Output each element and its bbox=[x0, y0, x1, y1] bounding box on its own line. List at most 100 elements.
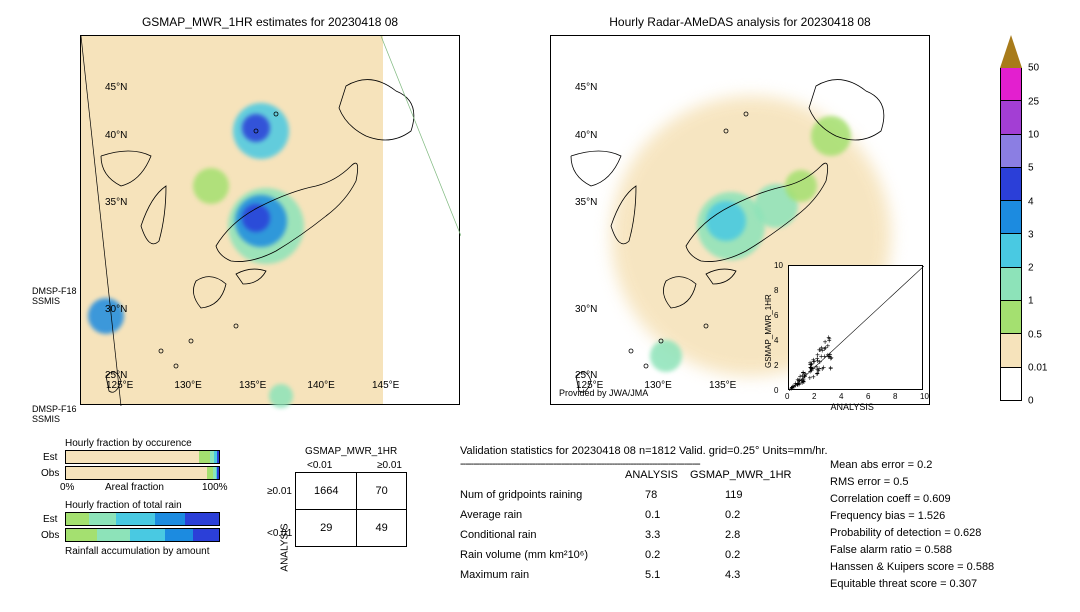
lon-tick: 130°E bbox=[174, 380, 201, 391]
fraction-segment bbox=[66, 467, 207, 479]
stat-metric: False alarm ratio = 0.588 bbox=[830, 542, 952, 560]
stat-metric: RMS error = 0.5 bbox=[830, 474, 909, 492]
stat-row-a: 0.2 bbox=[645, 547, 660, 565]
fraction-segment bbox=[155, 513, 186, 525]
lat-tick: 35°N bbox=[105, 197, 127, 208]
colorbar-segment bbox=[1000, 268, 1022, 301]
stat-row-a: 78 bbox=[645, 487, 657, 505]
lon-tick: 135°E bbox=[239, 380, 266, 391]
colorbar-segment bbox=[1000, 301, 1022, 334]
colorbar-tick: 5 bbox=[1028, 163, 1034, 174]
lon-tick: 125°E bbox=[576, 380, 603, 391]
fraction-bar bbox=[65, 512, 220, 526]
conf-row1: ≥0.01 bbox=[267, 486, 292, 497]
left-map-panel bbox=[80, 35, 460, 405]
lat-tick: 30°N bbox=[575, 304, 597, 315]
stat-row-label: Num of gridpoints raining bbox=[460, 487, 582, 505]
obs-label: Obs bbox=[41, 530, 59, 541]
svg-text:+: + bbox=[816, 367, 821, 376]
svg-text:+: + bbox=[822, 352, 827, 361]
colorbar-segment bbox=[1000, 234, 1022, 267]
fraction-bar bbox=[65, 466, 220, 480]
colorbar-segment bbox=[1000, 68, 1022, 101]
col-hdr-analysis: ANALYSIS bbox=[625, 467, 678, 485]
conf-cell: 70 bbox=[357, 473, 406, 510]
scatter-panel: ++++++++++++++++++++++++++++++++++++++++… bbox=[788, 265, 923, 390]
stat-metric: Hanssen & Kuipers score = 0.588 bbox=[830, 559, 994, 577]
scatter-ytick: 10 bbox=[774, 261, 783, 270]
fraction-segment bbox=[217, 467, 219, 479]
colorbar-tick: 2 bbox=[1028, 263, 1034, 274]
fraction-segment bbox=[165, 529, 193, 541]
provided-label: Provided by JWA/JMA bbox=[559, 388, 648, 398]
col-hdr-gsmap: GSMAP_MWR_1HR bbox=[690, 467, 791, 485]
colorbar-arrow-icon bbox=[1000, 35, 1022, 68]
colorbar: 502510543210.50.010 bbox=[1000, 35, 1022, 405]
axis-0: 0% bbox=[60, 482, 74, 493]
fraction-segment bbox=[199, 451, 210, 463]
fraction-tot-title: Hourly fraction of total rain bbox=[65, 500, 182, 511]
conf-cell: 1664 bbox=[296, 473, 357, 510]
stat-row-label: Average rain bbox=[460, 507, 522, 525]
scatter-xtick: 6 bbox=[866, 392, 870, 401]
left-map-title: GSMAP_MWR_1HR estimates for 20230418 08 bbox=[80, 15, 460, 29]
fraction-segment bbox=[66, 451, 199, 463]
scatter-xtick: 4 bbox=[839, 392, 843, 401]
conf-row2: <0.01 bbox=[267, 528, 292, 539]
fraction-segment bbox=[116, 513, 154, 525]
stat-row-a: 5.1 bbox=[645, 567, 660, 585]
scatter-ytick: 8 bbox=[774, 286, 778, 295]
fraction-segment bbox=[97, 529, 131, 541]
fraction-bar bbox=[65, 528, 220, 542]
stat-row-label: Rain volume (mm km²10⁶) bbox=[460, 547, 588, 565]
fraction-segment bbox=[66, 529, 97, 541]
conf-cell: 29 bbox=[296, 510, 357, 547]
lat-tick: 35°N bbox=[575, 197, 597, 208]
lon-tick: 125°E bbox=[106, 380, 133, 391]
est-label: Est bbox=[43, 514, 57, 525]
stat-metric: Probability of detection = 0.628 bbox=[830, 525, 981, 543]
stat-row-b: 4.3 bbox=[725, 567, 740, 585]
stat-metric: Equitable threat score = 0.307 bbox=[830, 576, 977, 594]
axis-100: 100% bbox=[202, 482, 228, 493]
conf-title: GSMAP_MWR_1HR bbox=[305, 446, 397, 457]
svg-text:+: + bbox=[827, 335, 832, 344]
scatter-ytick: 6 bbox=[774, 311, 778, 320]
colorbar-tick: 25 bbox=[1028, 96, 1039, 107]
colorbar-tick: 10 bbox=[1028, 129, 1039, 140]
scatter-ylabel: GSMAP_MWR_1HR bbox=[764, 294, 773, 368]
stat-metric: Mean abs error = 0.2 bbox=[830, 457, 932, 475]
scatter-xlabel: ANALYSIS bbox=[831, 402, 874, 412]
satellite-label: DMSP-F16SSMIS bbox=[32, 404, 77, 424]
stat-metric: Frequency bias = 1.526 bbox=[830, 508, 945, 526]
svg-text:+: + bbox=[808, 359, 813, 368]
stat-row-b: 2.8 bbox=[725, 527, 740, 545]
est-label: Est bbox=[43, 452, 57, 463]
right-map-title: Hourly Radar-AMeDAS analysis for 2023041… bbox=[550, 15, 930, 29]
colorbar-tick: 0.5 bbox=[1028, 329, 1042, 340]
colorbar-segment bbox=[1000, 201, 1022, 234]
scatter-ytick: 0 bbox=[774, 386, 778, 395]
fraction-segment bbox=[193, 529, 219, 541]
svg-text:+: + bbox=[828, 363, 833, 372]
conf-col1: <0.01 bbox=[307, 460, 332, 471]
svg-text:+: + bbox=[797, 375, 802, 384]
fraction-segment bbox=[66, 513, 89, 525]
lon-tick: 145°E bbox=[372, 380, 399, 391]
fraction-acc-title: Rainfall accumulation by amount bbox=[65, 546, 210, 557]
colorbar-segment bbox=[1000, 101, 1022, 134]
stat-row-b: 0.2 bbox=[725, 507, 740, 525]
colorbar-tick: 0 bbox=[1028, 396, 1034, 407]
lat-tick: 30°N bbox=[105, 304, 127, 315]
stat-row-b: 119 bbox=[725, 487, 743, 505]
colorbar-segment bbox=[1000, 334, 1022, 367]
scatter-xtick: 0 bbox=[785, 392, 789, 401]
scatter-xtick: 2 bbox=[812, 392, 816, 401]
fraction-occ-title: Hourly fraction by occurence bbox=[65, 438, 192, 449]
colorbar-tick: 3 bbox=[1028, 229, 1034, 240]
svg-text:+: + bbox=[829, 354, 834, 363]
lon-tick: 140°E bbox=[307, 380, 334, 391]
lat-tick: 45°N bbox=[575, 82, 597, 93]
lat-tick: 40°N bbox=[575, 130, 597, 141]
conf-cell: 49 bbox=[357, 510, 406, 547]
